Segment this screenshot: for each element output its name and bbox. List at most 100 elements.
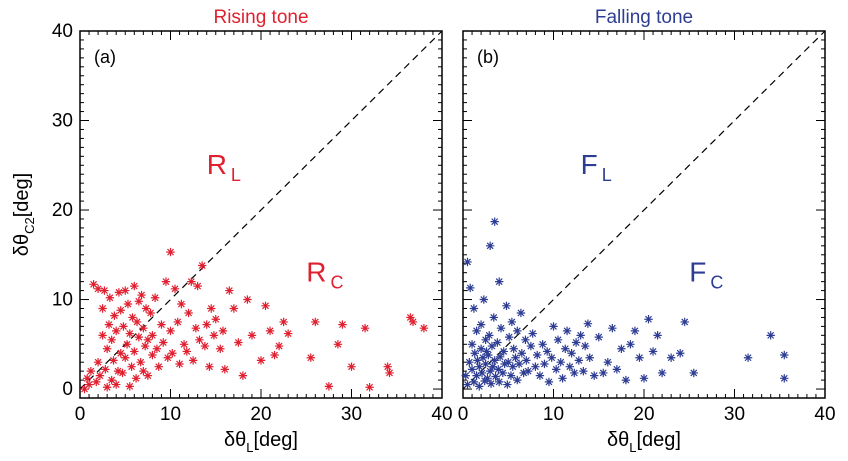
data-point	[283, 329, 293, 338]
data-point	[528, 329, 537, 338]
data-point	[139, 366, 148, 376]
data-point	[220, 365, 229, 374]
data-point	[503, 380, 512, 389]
data-point	[473, 356, 482, 365]
data-point	[476, 320, 486, 329]
data-point	[207, 304, 216, 313]
data-point	[83, 374, 92, 383]
data-point	[141, 304, 151, 313]
data-point	[338, 320, 347, 329]
data-point	[486, 379, 496, 388]
data-point	[467, 365, 477, 374]
data-point	[216, 344, 225, 353]
data-point	[571, 338, 581, 347]
data-point	[743, 353, 753, 362]
data-point	[100, 286, 109, 295]
data-point	[112, 326, 121, 336]
data-point	[507, 317, 517, 327]
data-point	[95, 371, 105, 380]
data-point	[549, 322, 558, 331]
data-point	[508, 362, 517, 371]
data-point	[506, 371, 516, 380]
data-point	[150, 293, 160, 302]
data-point	[565, 362, 574, 371]
data-point	[279, 317, 288, 327]
data-point	[119, 322, 128, 331]
data-point	[112, 380, 121, 389]
data-point	[134, 297, 144, 306]
data-point	[243, 295, 252, 304]
data-point	[137, 290, 146, 300]
data-point	[630, 326, 640, 336]
data-point	[495, 377, 504, 387]
data-point	[333, 340, 343, 349]
data-point	[481, 359, 490, 369]
panel-b-ticks: 0 10 20 30 40	[458, 30, 836, 425]
data-point	[496, 323, 506, 333]
data-point	[477, 368, 487, 378]
data-point	[526, 341, 536, 351]
data-point	[116, 349, 125, 358]
data-point	[580, 341, 590, 351]
data-point	[487, 341, 497, 351]
data-point	[653, 331, 662, 340]
data-point	[504, 332, 514, 342]
data-point	[509, 344, 518, 353]
data-point	[540, 359, 549, 369]
data-point	[485, 331, 494, 340]
data-point	[535, 371, 545, 380]
x-tick-label: 30	[341, 404, 362, 425]
data-point	[347, 362, 356, 371]
data-point	[484, 350, 493, 360]
data-point	[238, 371, 248, 380]
data-point	[612, 365, 622, 374]
data-point	[621, 375, 631, 385]
y-tick-label: 30	[52, 111, 73, 132]
data-point	[514, 359, 524, 369]
data-point	[467, 340, 477, 349]
data-point	[544, 377, 554, 387]
data-point	[188, 356, 198, 365]
data-point	[483, 374, 492, 383]
data-point	[644, 315, 653, 324]
data-point	[197, 261, 207, 270]
data-point	[143, 335, 153, 345]
data-point	[570, 368, 579, 378]
data-point	[175, 359, 184, 369]
data-point	[92, 377, 101, 387]
data-point	[132, 317, 142, 327]
data-point	[114, 288, 124, 297]
panel-b-x-axis-label: δθL[deg]	[607, 429, 681, 455]
x-tick-label: 40	[814, 404, 835, 425]
data-point	[500, 359, 509, 369]
data-point	[93, 284, 103, 293]
data-point	[495, 277, 504, 286]
data-point	[680, 317, 689, 327]
data-point	[179, 340, 189, 349]
panel-a-regions: R L R C	[207, 149, 344, 292]
panel-b-title: Falling tone	[595, 7, 693, 28]
data-point	[107, 335, 116, 345]
data-point	[583, 319, 593, 328]
data-point	[463, 380, 472, 389]
data-point	[472, 326, 481, 336]
data-point	[93, 357, 103, 367]
data-point	[125, 329, 134, 338]
panel-a-y-axis-label: δθC2[deg]	[11, 173, 37, 256]
data-point	[490, 217, 499, 226]
data-point	[107, 375, 116, 385]
panel-b-points	[461, 217, 789, 391]
data-point	[475, 362, 484, 371]
data-point	[556, 357, 565, 367]
data-point	[113, 366, 123, 376]
data-point	[574, 356, 584, 365]
data-point	[502, 301, 511, 311]
panel-a-ticks: 0 10 20 30 40 0 10 20 30 40	[52, 21, 453, 425]
data-point	[84, 380, 94, 389]
data-point	[469, 304, 479, 313]
data-point	[143, 371, 153, 380]
